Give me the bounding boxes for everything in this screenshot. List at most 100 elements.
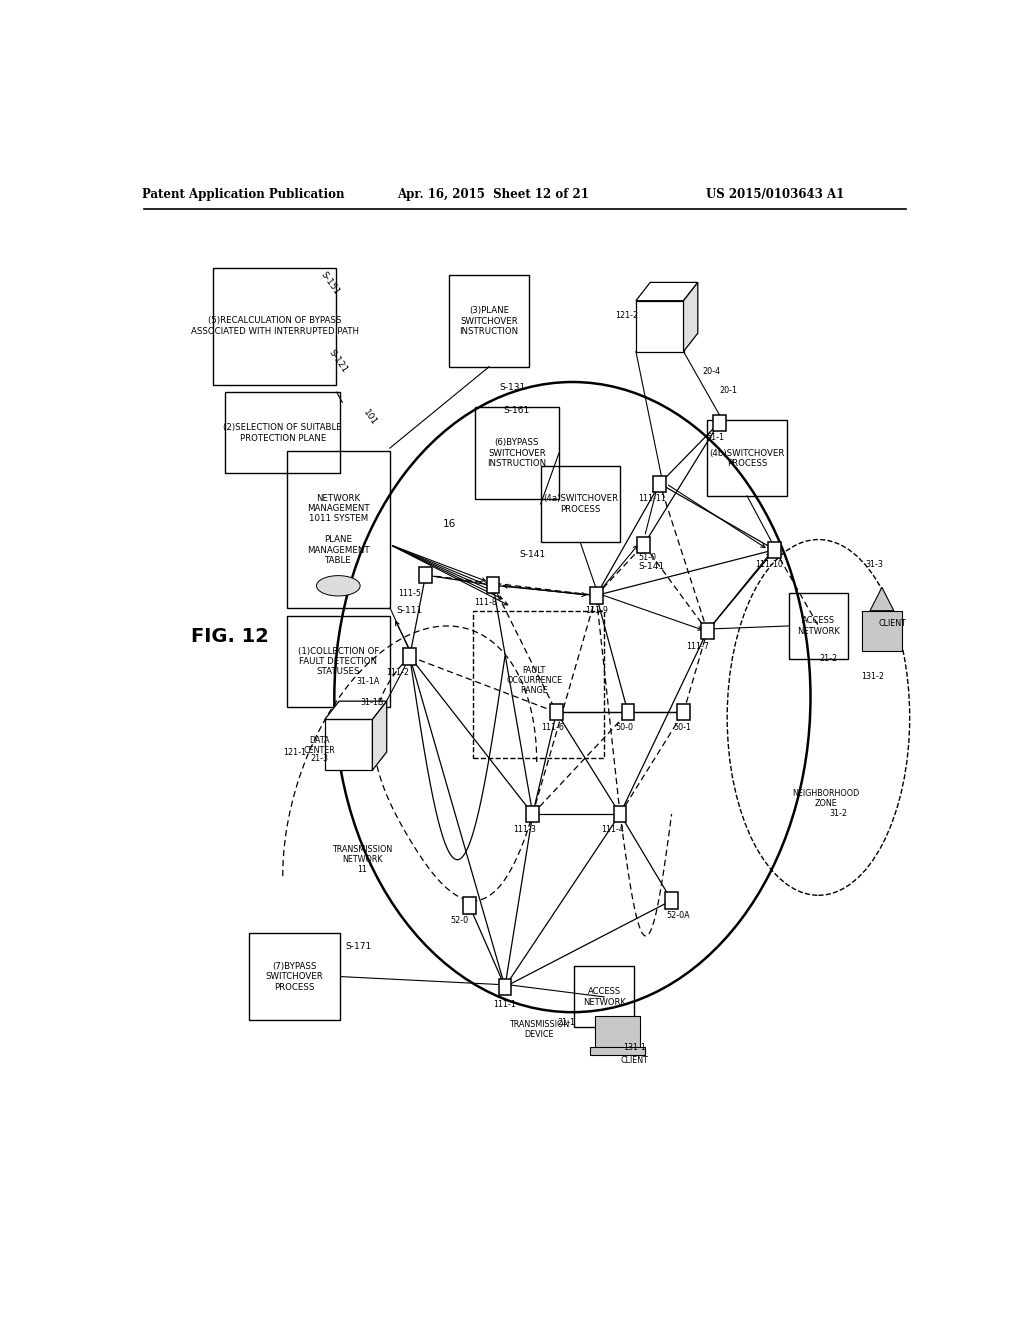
Bar bbox=[701, 623, 714, 639]
Text: TRANSMISSION
DEVICE: TRANSMISSION DEVICE bbox=[509, 1020, 569, 1039]
Text: S-141: S-141 bbox=[519, 550, 546, 560]
Bar bbox=[862, 611, 902, 651]
Text: 101: 101 bbox=[361, 408, 379, 428]
Bar bbox=[590, 1047, 645, 1055]
Text: 111-9: 111-9 bbox=[585, 606, 607, 615]
Text: 111-11: 111-11 bbox=[638, 495, 666, 503]
Text: 51-1: 51-1 bbox=[707, 433, 724, 442]
Text: 16: 16 bbox=[442, 519, 456, 529]
Bar bbox=[325, 719, 373, 771]
Text: FIG. 12: FIG. 12 bbox=[190, 627, 268, 645]
Text: 111-8: 111-8 bbox=[474, 598, 497, 607]
Text: US 2015/0103643 A1: US 2015/0103643 A1 bbox=[706, 189, 844, 202]
Text: 52-0A: 52-0A bbox=[667, 911, 690, 920]
Bar bbox=[653, 475, 666, 492]
Text: NEIGHBORHOOD
ZONE: NEIGHBORHOOD ZONE bbox=[793, 789, 860, 808]
Text: 50-0: 50-0 bbox=[615, 723, 633, 733]
Text: 111-4: 111-4 bbox=[601, 825, 624, 834]
Bar bbox=[473, 611, 604, 758]
Text: Apr. 16, 2015  Sheet 12 of 21: Apr. 16, 2015 Sheet 12 of 21 bbox=[397, 189, 589, 202]
Bar bbox=[590, 587, 602, 603]
Text: ACCESS
NETWORK: ACCESS NETWORK bbox=[797, 616, 840, 636]
Bar bbox=[475, 408, 558, 499]
Text: S-141: S-141 bbox=[639, 562, 665, 572]
Text: 111-7: 111-7 bbox=[686, 642, 710, 651]
Text: 31-3: 31-3 bbox=[865, 561, 883, 569]
Text: 111-1: 111-1 bbox=[494, 999, 516, 1008]
Text: S-131: S-131 bbox=[500, 383, 526, 392]
Polygon shape bbox=[325, 701, 387, 719]
Text: 131-1: 131-1 bbox=[623, 1043, 646, 1052]
Text: 52-0: 52-0 bbox=[451, 916, 469, 925]
Text: (4b)SWITCHOVER
PROCESS: (4b)SWITCHOVER PROCESS bbox=[710, 449, 784, 467]
Bar bbox=[666, 892, 678, 908]
Bar bbox=[622, 704, 634, 721]
Polygon shape bbox=[373, 701, 387, 771]
Text: 31-1B: 31-1B bbox=[360, 698, 384, 706]
Text: ACCESS
NETWORK: ACCESS NETWORK bbox=[583, 987, 626, 1007]
Bar bbox=[788, 593, 848, 659]
Text: FAULT
OCCURRENCE
RANGE: FAULT OCCURRENCE RANGE bbox=[506, 667, 562, 696]
Text: S-121: S-121 bbox=[327, 348, 349, 375]
Bar bbox=[636, 301, 684, 351]
Text: NETWORK
MANAGEMENT
1011 SYSTEM

PLANE
MANAGEMENT
TABLE: NETWORK MANAGEMENT 1011 SYSTEM PLANE MAN… bbox=[307, 494, 370, 565]
Bar bbox=[595, 1016, 640, 1049]
Bar bbox=[403, 648, 416, 664]
Text: 111-10: 111-10 bbox=[756, 561, 783, 569]
Text: CLIENT: CLIENT bbox=[621, 1056, 648, 1065]
Text: DATA
CENTER: DATA CENTER bbox=[303, 737, 335, 755]
Bar bbox=[574, 966, 634, 1027]
Text: 121-2: 121-2 bbox=[614, 312, 638, 321]
Text: S-171: S-171 bbox=[345, 941, 372, 950]
Ellipse shape bbox=[316, 576, 360, 595]
Bar bbox=[249, 933, 340, 1020]
Text: 20-1: 20-1 bbox=[720, 385, 737, 395]
Text: S-111: S-111 bbox=[396, 606, 423, 615]
Text: 111-6: 111-6 bbox=[541, 723, 564, 733]
Text: 121-1: 121-1 bbox=[284, 748, 306, 758]
Text: 21-2: 21-2 bbox=[819, 653, 837, 663]
Bar bbox=[419, 568, 432, 583]
Text: (3)PLANE
SWITCHOVER
INSTRUCTION: (3)PLANE SWITCHOVER INSTRUCTION bbox=[460, 306, 518, 335]
Bar bbox=[541, 466, 620, 543]
Bar bbox=[499, 978, 511, 995]
Text: S-151: S-151 bbox=[319, 271, 342, 297]
Text: 20-4: 20-4 bbox=[702, 367, 720, 376]
Bar bbox=[526, 805, 539, 822]
Text: (5)RECALCULATION OF BYPASS
ASSOCIATED WITH INTERRUPTED PATH: (5)RECALCULATION OF BYPASS ASSOCIATED WI… bbox=[190, 317, 358, 335]
Text: 31-1A: 31-1A bbox=[356, 677, 379, 686]
Bar bbox=[708, 420, 786, 496]
Text: TRANSMISSION
NETWORK
11: TRANSMISSION NETWORK 11 bbox=[332, 845, 392, 874]
Text: S-161: S-161 bbox=[504, 407, 530, 414]
Text: (7)BYPASS
SWITCHOVER
PROCESS: (7)BYPASS SWITCHOVER PROCESS bbox=[266, 962, 324, 991]
Text: 31-2: 31-2 bbox=[829, 809, 847, 818]
Text: (1)COLLECTION OF
FAULT DETECTION
STATUSES: (1)COLLECTION OF FAULT DETECTION STATUSE… bbox=[298, 647, 379, 676]
Polygon shape bbox=[684, 282, 697, 351]
Polygon shape bbox=[870, 587, 894, 611]
Bar bbox=[450, 276, 528, 367]
Text: (6)BYPASS
SWITCHOVER
INSTRUCTION: (6)BYPASS SWITCHOVER INSTRUCTION bbox=[487, 438, 547, 469]
Text: Patent Application Publication: Patent Application Publication bbox=[141, 189, 344, 202]
Text: (2)SELECTION OF SUITABLE
PROTECTION PLANE: (2)SELECTION OF SUITABLE PROTECTION PLAN… bbox=[223, 424, 342, 442]
Text: 111-2: 111-2 bbox=[386, 668, 410, 677]
Bar bbox=[463, 898, 475, 913]
Text: 51-0: 51-0 bbox=[639, 553, 656, 562]
Bar bbox=[287, 615, 390, 708]
Bar bbox=[486, 577, 500, 594]
Text: 50-1: 50-1 bbox=[673, 723, 691, 733]
Bar bbox=[225, 392, 340, 474]
Bar bbox=[287, 450, 390, 609]
Bar bbox=[638, 536, 650, 553]
Text: 21-3: 21-3 bbox=[310, 754, 329, 763]
Text: 131-2: 131-2 bbox=[861, 672, 884, 681]
Bar bbox=[768, 541, 781, 558]
Text: 111-5: 111-5 bbox=[398, 589, 421, 598]
Bar bbox=[713, 414, 726, 430]
Bar bbox=[213, 268, 336, 384]
Text: 111-3: 111-3 bbox=[513, 825, 537, 834]
Bar bbox=[613, 805, 627, 822]
Bar bbox=[677, 704, 690, 721]
Text: (4a)SWITCHOVER
PROCESS: (4a)SWITCHOVER PROCESS bbox=[543, 494, 617, 513]
Text: CLIENT: CLIENT bbox=[879, 619, 906, 628]
Text: 21-1: 21-1 bbox=[557, 1018, 575, 1027]
